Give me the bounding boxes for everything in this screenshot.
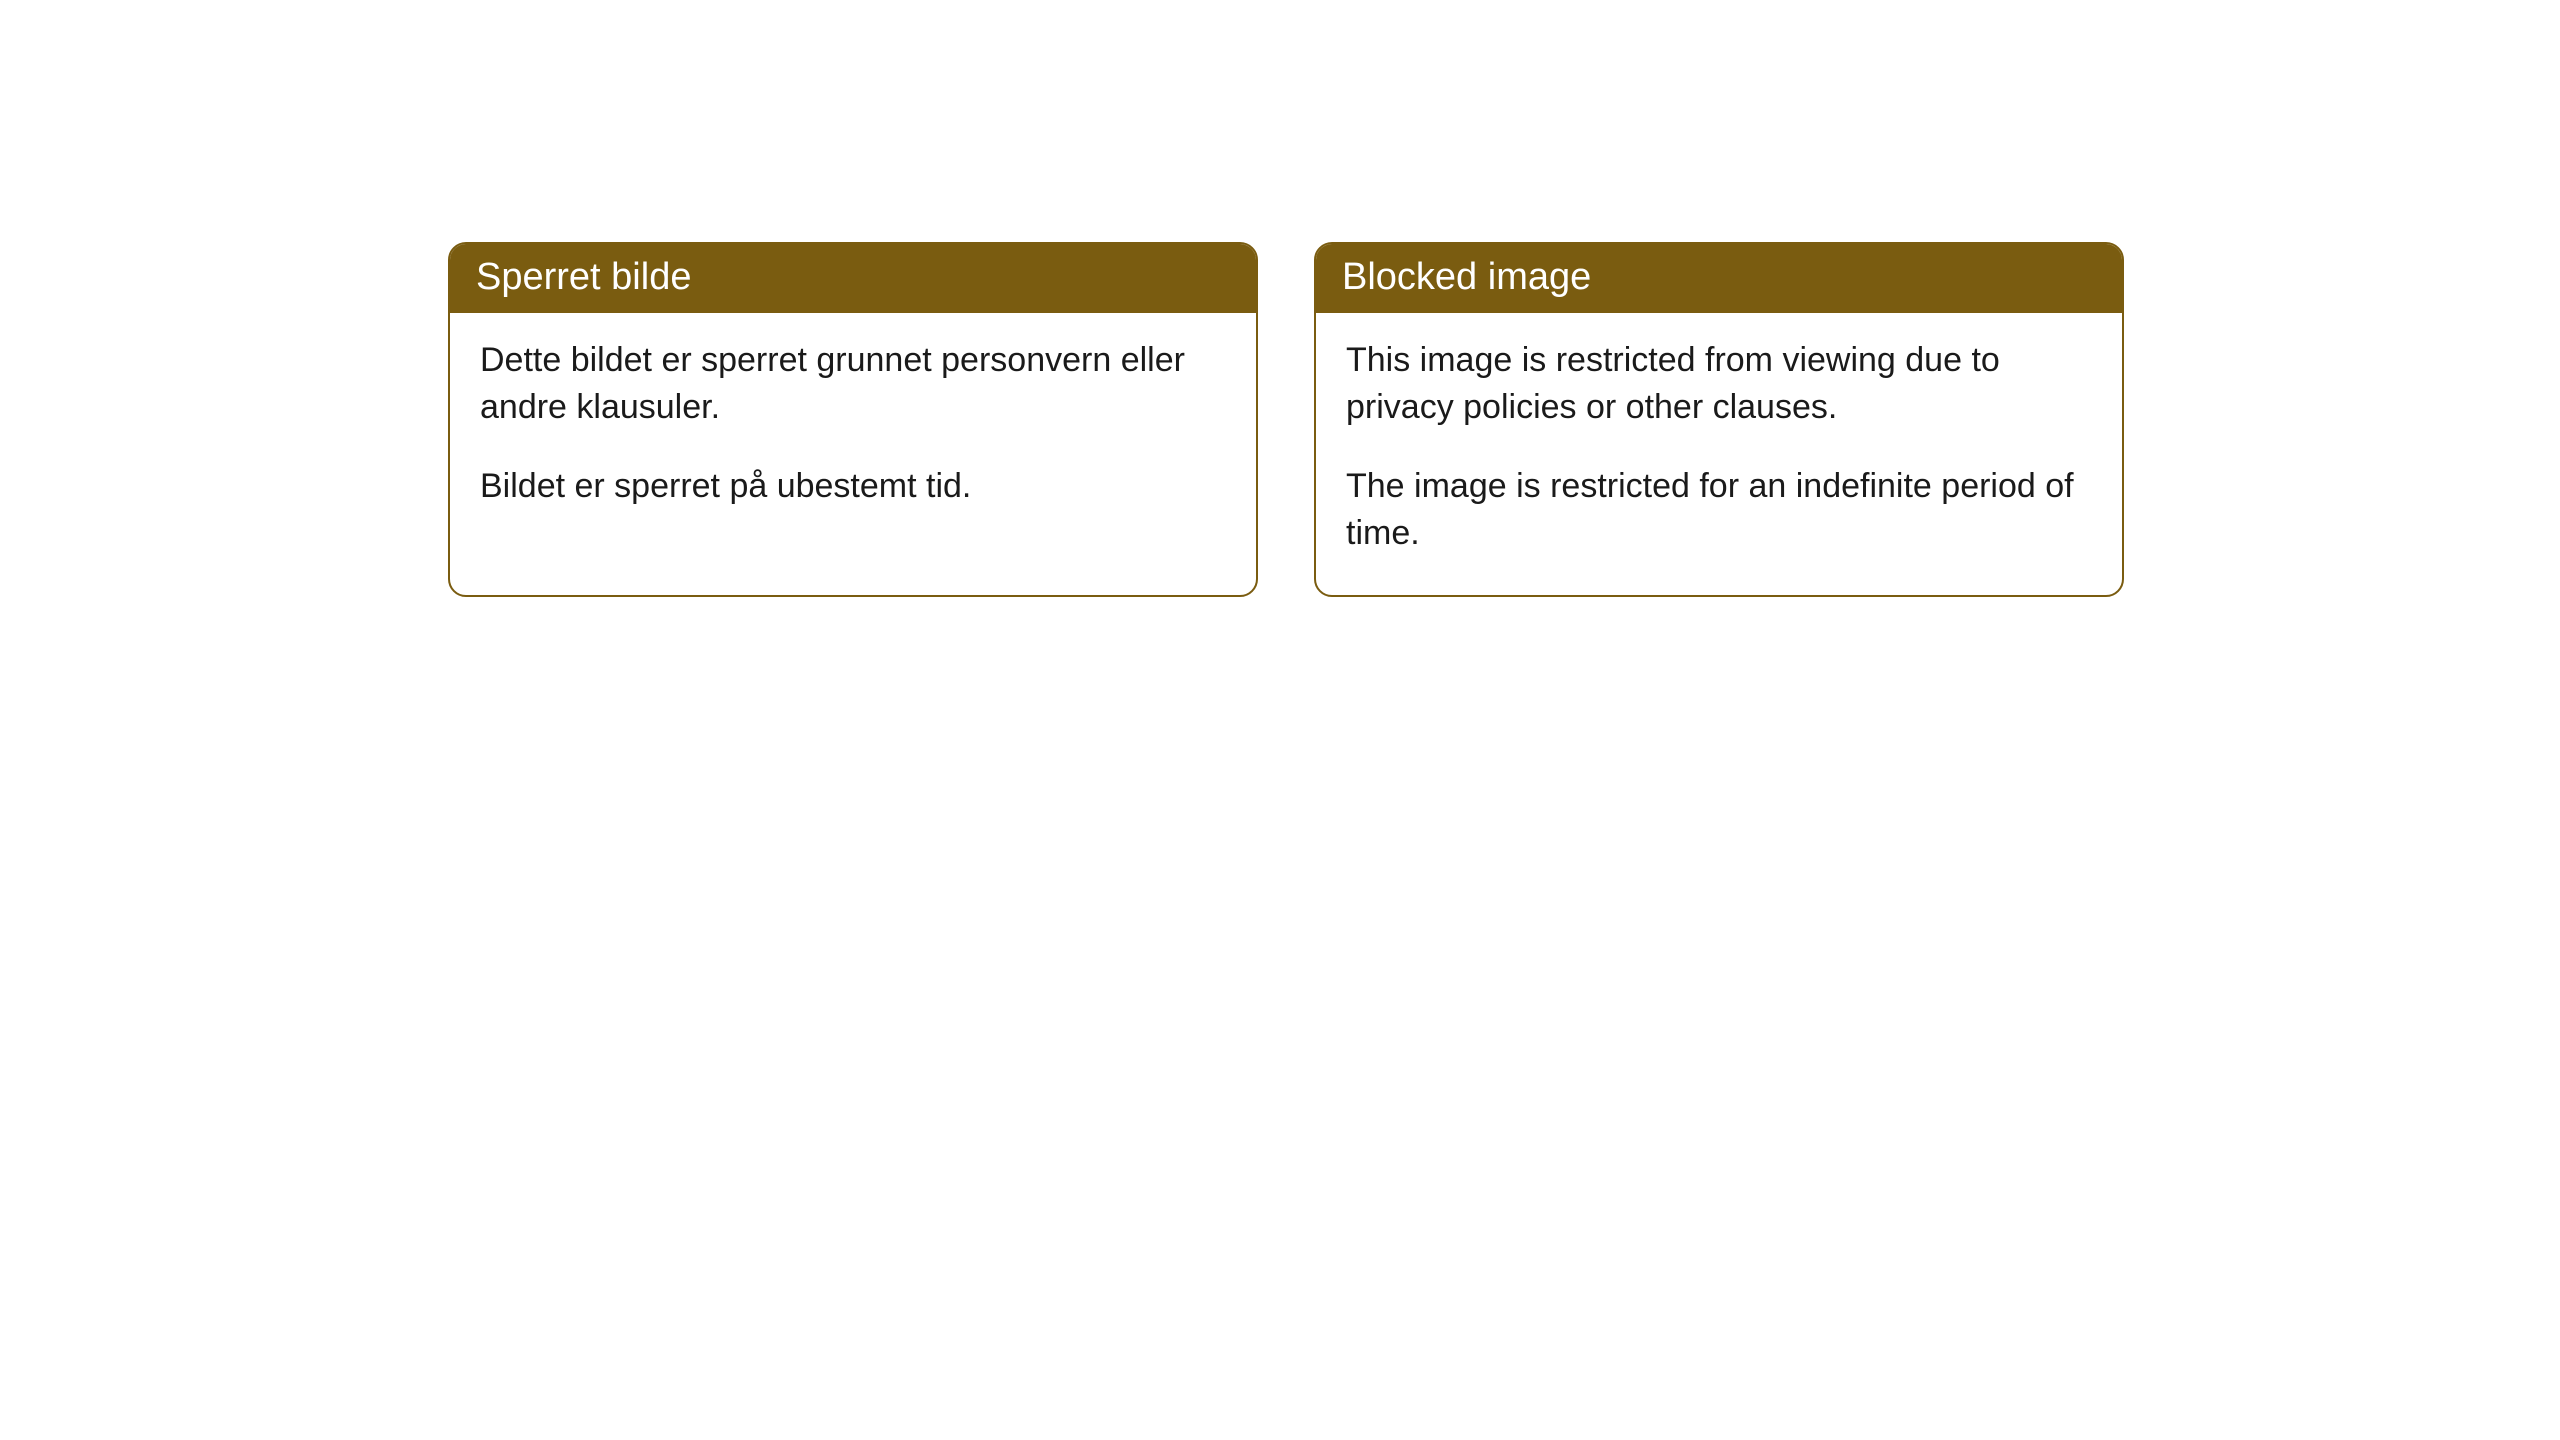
card-header: Blocked image <box>1316 244 2122 313</box>
card-body: This image is restricted from viewing du… <box>1316 313 2122 595</box>
card-paragraph: The image is restricted for an indefinit… <box>1346 463 2092 557</box>
notice-card-norwegian: Sperret bilde Dette bildet er sperret gr… <box>448 242 1258 597</box>
card-header: Sperret bilde <box>450 244 1256 313</box>
card-paragraph: This image is restricted from viewing du… <box>1346 337 2092 431</box>
card-body: Dette bildet er sperret grunnet personve… <box>450 313 1256 548</box>
card-title: Blocked image <box>1342 256 1591 298</box>
notice-card-english: Blocked image This image is restricted f… <box>1314 242 2124 597</box>
card-paragraph: Dette bildet er sperret grunnet personve… <box>480 337 1226 431</box>
card-title: Sperret bilde <box>476 256 691 298</box>
card-paragraph: Bildet er sperret på ubestemt tid. <box>480 463 1226 510</box>
notice-cards-container: Sperret bilde Dette bildet er sperret gr… <box>448 242 2124 597</box>
